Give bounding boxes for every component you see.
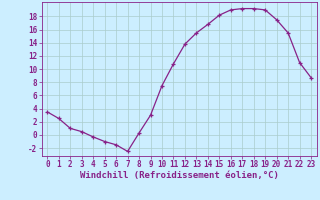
X-axis label: Windchill (Refroidissement éolien,°C): Windchill (Refroidissement éolien,°C) [80,171,279,180]
